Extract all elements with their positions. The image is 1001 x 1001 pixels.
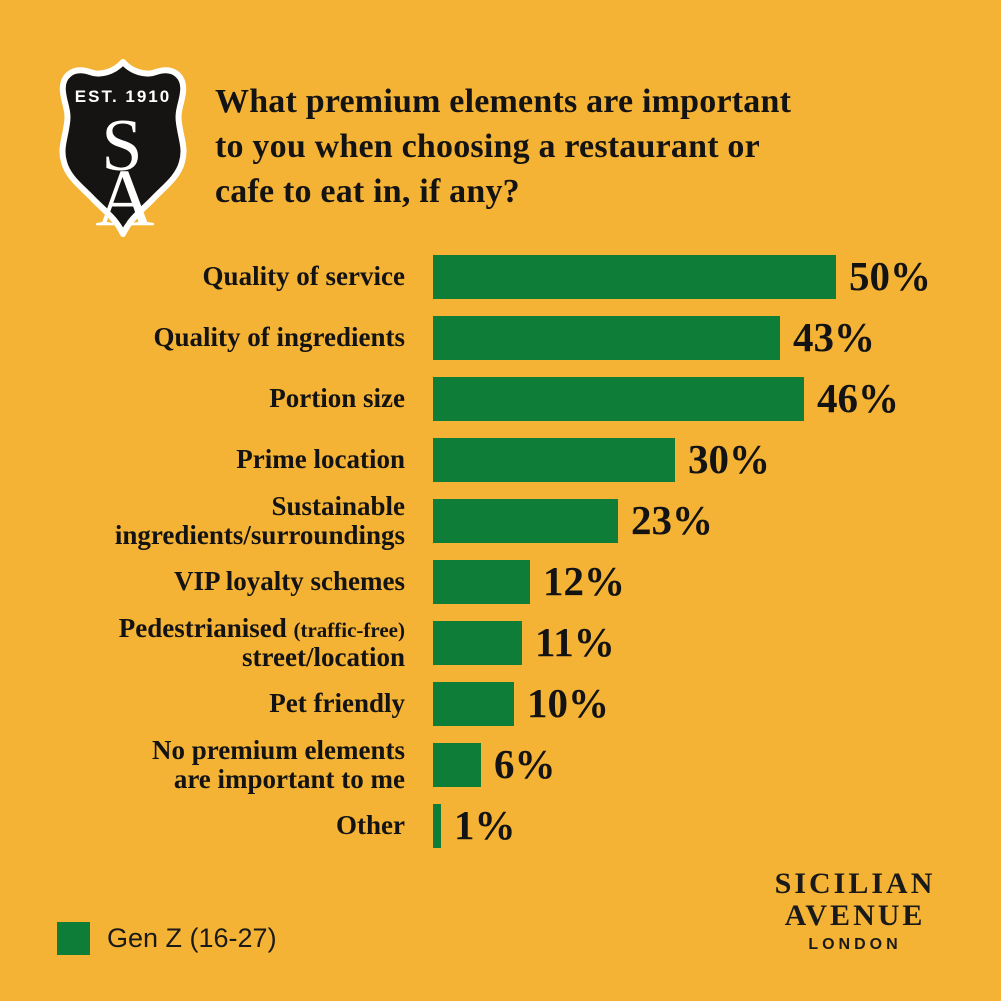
brand-wordmark: SICILIAN AVENUE LONDON xyxy=(755,869,955,954)
chart-row: Pet friendly 10% xyxy=(0,673,1001,734)
value-label: 23% xyxy=(631,497,713,543)
value-label: 1% xyxy=(454,802,516,848)
category-label: Sustainable ingredients/surroundings xyxy=(114,491,405,550)
category-label: Quality of ingredients xyxy=(153,322,405,353)
brand-line-avenue: AVENUE xyxy=(784,899,926,932)
chart-row: Sustainable ingredients/surroundings 23% xyxy=(0,490,1001,551)
legend-label: Gen Z (16-27) xyxy=(107,923,277,953)
legend: Gen Z (16-27) xyxy=(57,922,277,955)
chart-row: No premium elements are important to me 6% xyxy=(0,734,1001,795)
bar-1 xyxy=(433,254,836,299)
logo-initial-a: A xyxy=(95,152,154,239)
chart-row: Other 1% xyxy=(0,795,1001,856)
bar-10 xyxy=(433,803,441,848)
category-label: Portion size xyxy=(269,383,405,414)
value-label: 50% xyxy=(849,253,931,299)
value-label: 46% xyxy=(817,375,899,421)
logo-initial-s: S xyxy=(101,105,142,187)
bar-4 xyxy=(433,437,675,482)
chart-row: Quality of ingredients 43% xyxy=(0,307,1001,368)
bar-6 xyxy=(433,559,530,604)
value-label: 30% xyxy=(688,436,770,482)
bar-9 xyxy=(433,742,481,787)
bar-3 xyxy=(433,376,804,421)
sicilian-avenue-logo: EST. 1910 S A xyxy=(59,59,187,239)
chart-title: What premium elements are important to y… xyxy=(215,83,792,210)
value-label: 6% xyxy=(494,741,556,787)
bar-chart: Quality of service 50% Quality of ingredie… xyxy=(0,246,1001,856)
category-label: VIP loyalty schemes xyxy=(174,566,405,597)
value-label: 43% xyxy=(793,314,875,360)
value-label: 10% xyxy=(527,680,609,726)
category-label: No premium elements are important to me xyxy=(152,735,405,794)
value-label: 12% xyxy=(543,558,625,604)
chart-row: Pedestrianised (traffic-free) street/loca… xyxy=(0,612,1001,673)
shield-icon: EST. 1910 S A xyxy=(59,59,187,239)
logo-est-text: EST. 1910 xyxy=(75,87,171,106)
category-label: Pet friendly xyxy=(269,688,405,719)
brand-line-sicilian: SICILIAN xyxy=(774,867,936,900)
chart-row: Quality of service 50% xyxy=(0,246,1001,307)
chart-row: Portion size 46% xyxy=(0,368,1001,429)
bar-7 xyxy=(433,620,522,665)
category-label: Quality of service xyxy=(202,261,405,292)
bar-2 xyxy=(433,315,780,360)
chart-row: Prime location 30% xyxy=(0,429,1001,490)
bar-8 xyxy=(433,681,514,726)
brand-line-london: LONDON xyxy=(808,936,902,953)
chart-row: VIP loyalty schemes 12% xyxy=(0,551,1001,612)
category-label: Other xyxy=(336,810,405,841)
legend-swatch-gen-z xyxy=(57,922,90,955)
bar-5 xyxy=(433,498,618,543)
value-label: 11% xyxy=(535,619,615,665)
category-label: Pedestrianised (traffic-free) street/loca… xyxy=(118,613,405,672)
category-label: Prime location xyxy=(236,444,405,475)
